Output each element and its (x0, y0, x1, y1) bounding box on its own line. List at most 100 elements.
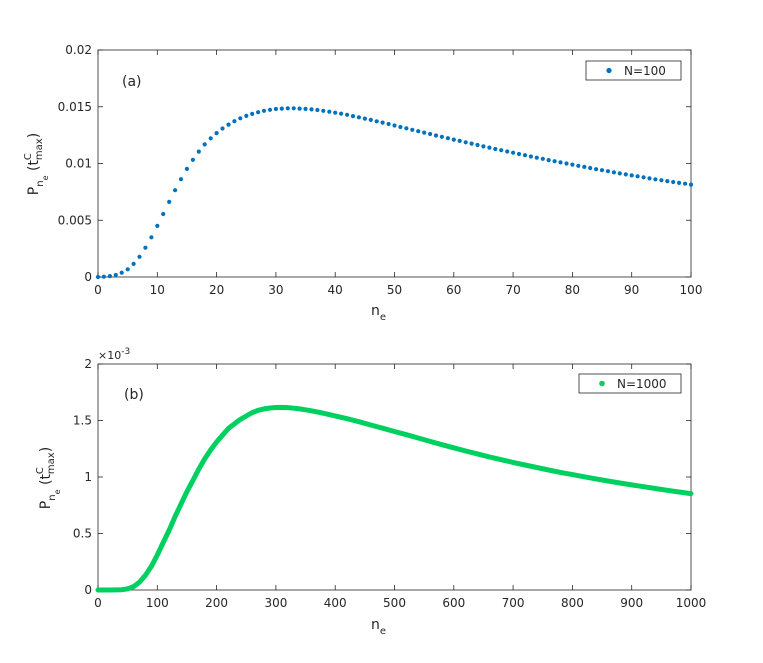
data-point (107, 274, 112, 279)
y-tick-label: 1.5 (73, 414, 92, 428)
x-ticks-a: 0 10 20 30 40 50 60 70 80 90 100 (94, 50, 702, 297)
x-tick-label: 90 (624, 283, 639, 297)
data-point (279, 106, 284, 111)
data-point (386, 121, 391, 127)
x-ticks-b: 0 100 200 300 400 500 600 700 800 900 1000 (94, 364, 706, 610)
data-point (273, 106, 278, 112)
data-point (119, 270, 124, 275)
data-point (173, 188, 178, 193)
data-point (558, 160, 563, 165)
data-point (267, 107, 273, 112)
data-point (333, 110, 338, 115)
y-tick-label: 0.015 (58, 100, 92, 114)
data-point (315, 107, 320, 113)
x-tick-label: 100 (680, 283, 703, 297)
data-point (433, 133, 439, 138)
x-tick-label: 80 (565, 283, 580, 297)
legend-label-a: N=100 (624, 64, 666, 78)
data-point (161, 211, 166, 217)
data-point (564, 161, 569, 166)
y-tick-label: 0.01 (65, 157, 92, 171)
plot-area-a (97, 49, 692, 278)
data-point (285, 106, 290, 111)
data-point (178, 177, 184, 182)
x-tick-label: 400 (324, 596, 347, 610)
data-point (439, 134, 444, 139)
panel-a: 0 10 20 30 40 50 60 70 80 90 100 0 0.005 0.01 0.015 0.… (23, 43, 702, 323)
data-point (540, 156, 545, 161)
y-tick-label: 0.02 (65, 43, 92, 57)
series-line-b (95, 404, 694, 593)
data-point (552, 159, 557, 164)
data-point (214, 131, 219, 136)
x-tick-label: 500 (383, 596, 406, 610)
data-point (428, 131, 433, 137)
x-tick-label: 10 (150, 283, 165, 297)
data-point (350, 114, 356, 119)
data-point (546, 158, 551, 163)
data-point (576, 163, 581, 168)
data-point (404, 126, 409, 131)
data-point (398, 124, 403, 130)
data-point (528, 154, 534, 159)
plot-area-b (97, 363, 692, 591)
data-point (582, 164, 587, 169)
data-point (113, 272, 118, 278)
x-tick-label: 300 (264, 596, 287, 610)
data-point (635, 174, 640, 179)
y-exponent-b: ×10-3 (98, 347, 130, 362)
data-point (143, 245, 148, 250)
series-marks-b (95, 404, 694, 593)
data-point (410, 127, 415, 132)
x-tick-label: 200 (205, 596, 228, 610)
data-point (327, 109, 332, 114)
data-point (297, 106, 302, 111)
data-point (505, 149, 510, 154)
data-point (665, 179, 670, 184)
panel-label-b: (b) (124, 387, 144, 403)
x-tick-label: 100 (146, 596, 169, 610)
x-tick-label: 800 (561, 596, 584, 610)
data-point (611, 170, 617, 175)
data-point (422, 130, 427, 135)
data-point (291, 106, 296, 111)
data-point (599, 168, 605, 173)
data-point (155, 223, 160, 228)
legend-box-b (578, 373, 682, 394)
data-point (493, 146, 498, 152)
x-tick-label: 900 (620, 596, 643, 610)
x-tick-label: 600 (442, 596, 465, 610)
data-point (190, 157, 195, 162)
data-point (220, 126, 225, 131)
panel-b: 0 100 200 300 400 500 600 700 800 900 1000 0 0.5 1 1.… (35, 347, 706, 637)
data-point (202, 142, 207, 147)
data-point (149, 235, 154, 240)
y-ticks-b: 0 0.5 1 1.5 2 (73, 357, 691, 597)
x-tick-label: 20 (209, 283, 224, 297)
data-point (629, 173, 634, 178)
data-point (131, 261, 136, 266)
data-point (226, 122, 231, 127)
data-point (570, 162, 575, 167)
y-tick-label: 0.5 (73, 527, 92, 541)
data-point (167, 199, 172, 204)
data-point (125, 267, 130, 272)
data-point (617, 171, 622, 176)
data-point (232, 119, 237, 124)
data-point (594, 167, 599, 172)
data-point (534, 155, 539, 160)
y-axis-label-b: Pne (tCmax) (35, 447, 62, 509)
data-point (392, 123, 397, 128)
data-point (362, 116, 367, 121)
data-point (95, 274, 101, 280)
data-point (475, 142, 480, 148)
legend-marker-b (599, 380, 605, 387)
data-point (196, 149, 201, 154)
data-point (309, 107, 314, 112)
x-tick-label: 30 (268, 283, 283, 297)
data-point (261, 108, 267, 113)
data-point (380, 120, 385, 125)
data-point (208, 136, 213, 141)
data-point (368, 117, 373, 122)
data-point (481, 144, 486, 149)
